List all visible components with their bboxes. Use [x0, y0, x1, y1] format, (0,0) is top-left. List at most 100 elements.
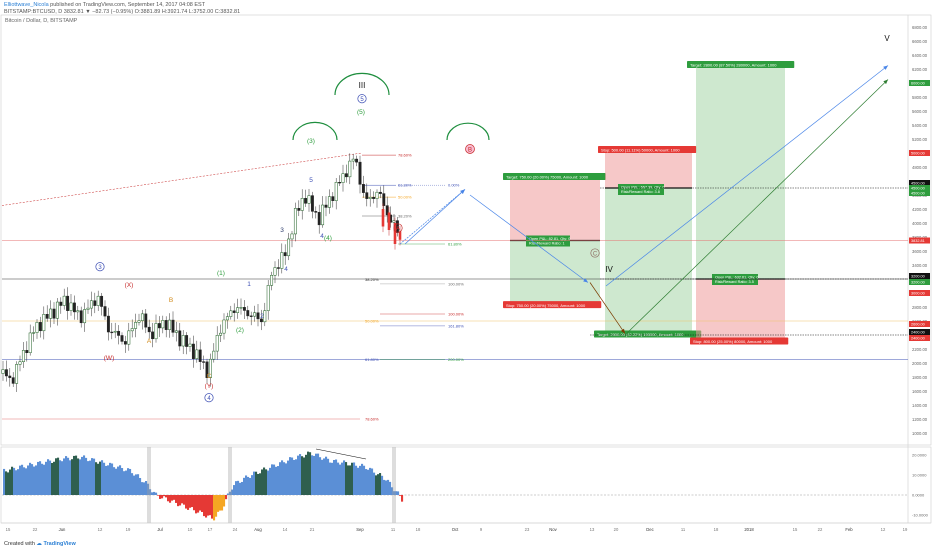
candle-body	[276, 267, 280, 269]
candle-body	[127, 330, 131, 345]
oscillator-bar	[129, 468, 132, 495]
tradingview-brand: TradingView	[43, 541, 76, 547]
x-tick-label: Sep	[356, 527, 364, 532]
oscillator-bar	[185, 495, 188, 509]
candle-body	[334, 182, 338, 201]
candle-body	[89, 300, 93, 309]
candle-body	[188, 343, 192, 347]
x-tick-label: 11	[391, 527, 396, 532]
oscillator-bar	[171, 495, 174, 501]
oscillator-bar	[155, 492, 158, 495]
x-tick-label: 11	[681, 527, 686, 532]
candle-body	[4, 369, 8, 377]
footer-logo[interactable]: Created with ☁ TradingView	[4, 541, 76, 547]
candle-body	[219, 332, 223, 336]
profit-zone	[510, 240, 600, 307]
oscillator-bar	[205, 495, 208, 518]
y-tick-label: 5800.00	[912, 95, 928, 100]
oscillator-bar	[41, 463, 44, 495]
oscillator-bar	[303, 457, 306, 495]
oscillator-bar	[177, 495, 180, 507]
oscillator-bar	[147, 483, 150, 495]
oscillator-bar	[289, 457, 292, 495]
publisher-name[interactable]: Elliottwave_Nicola	[4, 2, 49, 8]
oscillator-bar	[33, 466, 36, 495]
candle-body	[171, 319, 175, 333]
candle-body	[365, 192, 369, 199]
oscillator-bar	[35, 465, 38, 495]
candle-body	[208, 358, 212, 378]
y-tick-label: 2200.00	[912, 347, 928, 352]
wave-label-paren-x: (X)	[125, 282, 134, 289]
oscillator-bar	[327, 458, 330, 495]
x-tick-label: 22	[818, 527, 823, 532]
wave-label-paren-1: (1)	[217, 270, 225, 277]
axis-tag-bg	[909, 180, 930, 186]
oscillator-tick-label: -10.0000	[912, 513, 929, 518]
fib-label: 100.00%	[448, 281, 464, 286]
publish-line: Elliottwave_Nicola published on TradingV…	[4, 2, 205, 8]
oscillator-bar	[43, 464, 46, 495]
projection-arrow-to-iv	[589, 282, 626, 334]
oscillator-bar	[343, 460, 346, 495]
oscillator-bar	[83, 455, 86, 495]
wave-label-circled-5: 5	[360, 97, 364, 103]
wave-label-c: C	[207, 373, 212, 380]
candle-body	[393, 223, 397, 244]
candle-body	[45, 314, 49, 319]
candle-body	[246, 310, 250, 317]
y-tick-label: 5600.00	[912, 109, 928, 114]
candle-body	[134, 322, 138, 329]
oscillator-bar	[247, 476, 250, 495]
position-1-target-label: Target: 750.00 (20.00%) 75000, Amount: 1…	[506, 175, 589, 180]
axis-tag-bg	[909, 335, 930, 341]
current-price-tag: 3832.81	[911, 239, 925, 243]
oscillator-bar	[253, 471, 256, 495]
fib-label: 38.20%	[398, 214, 412, 219]
candle-body	[151, 331, 155, 340]
oscillator-bar	[231, 489, 234, 495]
oscillator-bar	[193, 495, 196, 511]
oscillator-bar	[315, 453, 318, 495]
oscillator-bar	[115, 468, 118, 495]
axis-tag-label: 2400.00	[911, 337, 925, 341]
fib-label: 0.00%	[448, 183, 460, 188]
oscillator-bar	[73, 455, 76, 495]
axis-tag-label: 3000.00	[911, 292, 925, 296]
oscillator-bar	[189, 495, 192, 508]
oscillator-tick-label: 20.0000	[912, 453, 927, 458]
x-tick-label: 12	[881, 527, 886, 532]
axis-tag-label: 4500.00	[911, 182, 925, 186]
candle-body	[382, 193, 386, 206]
loss-zone	[696, 279, 785, 342]
oscillator-bar	[39, 461, 42, 495]
candle-body	[239, 307, 243, 309]
oscillator-bar	[233, 485, 236, 495]
candle-body	[168, 319, 172, 330]
position-1-pnl-bg	[526, 235, 570, 247]
candle-body	[307, 195, 311, 204]
axis-tag-bg	[909, 321, 930, 327]
y-tick-label: 3600.00	[912, 249, 928, 254]
wave-label-circled-a-ring	[393, 223, 403, 233]
oscillator-bar	[97, 463, 100, 495]
oscillator-bar	[61, 461, 64, 495]
fib-label: 38.20%	[365, 277, 379, 282]
wave-label-1: 1	[247, 281, 251, 288]
oscillator-bar	[291, 457, 294, 495]
candle-body	[123, 341, 127, 345]
x-tick-label: 14	[283, 527, 288, 532]
position-1-rr-label: Risk/Reward Ratio: 1	[529, 242, 565, 246]
candle-body	[324, 204, 328, 208]
candle-body	[361, 184, 365, 193]
candle-body	[293, 208, 297, 235]
projection-arrow-blue-to-v-head	[883, 65, 888, 70]
y-tick-label: 5200.00	[912, 137, 928, 142]
y-tick-label: 1200.00	[912, 417, 928, 422]
oscillator-bar	[263, 467, 266, 495]
oscillator-bar	[9, 469, 12, 495]
position-3-stop-label: Stop: 500.00 (11.11%) 50000, Amount: 100…	[601, 148, 680, 153]
oscillator-bar	[103, 462, 106, 495]
candle-body	[161, 320, 165, 329]
